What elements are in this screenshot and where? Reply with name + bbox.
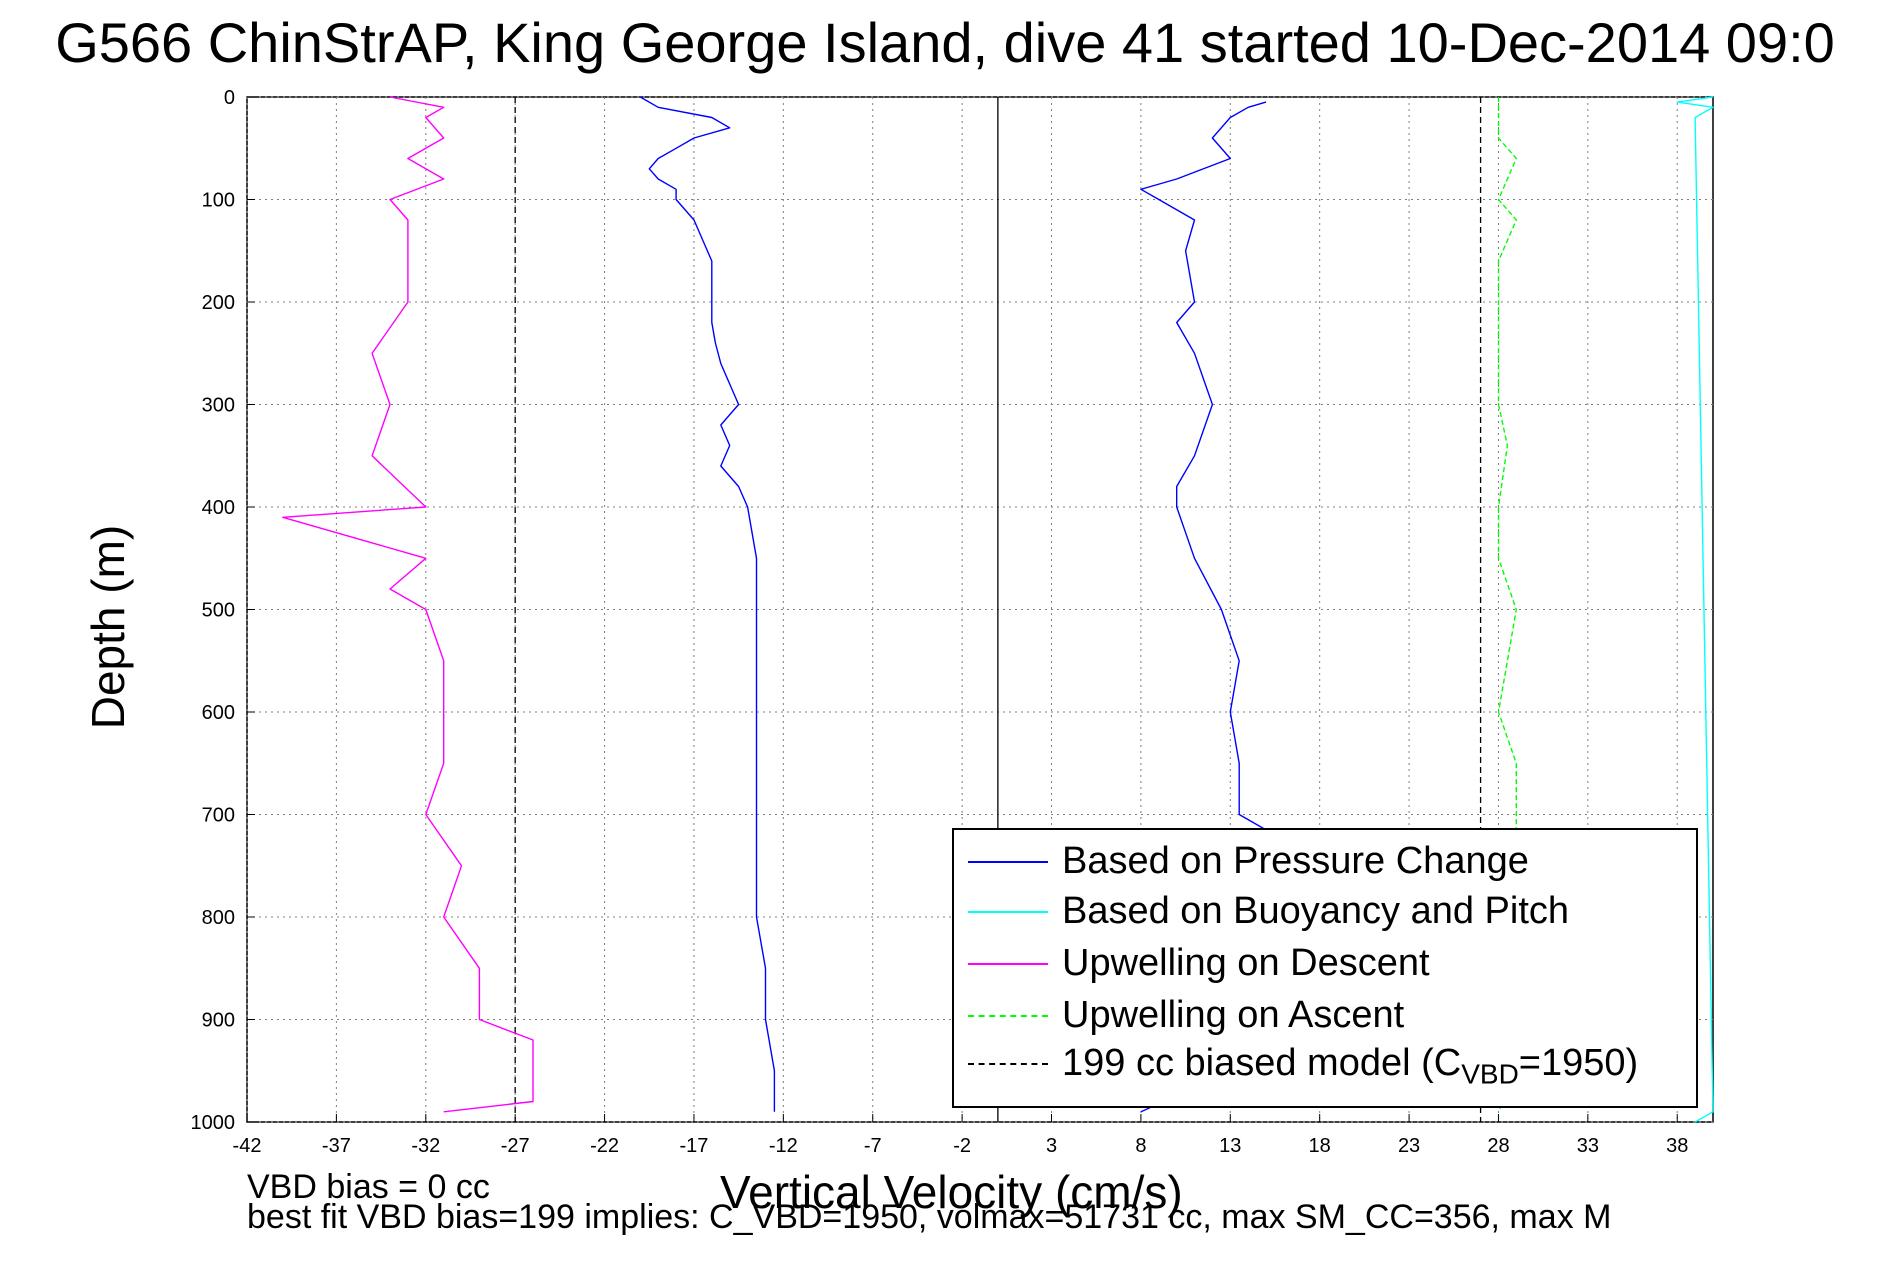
y-tick-label: 500 bbox=[202, 600, 235, 622]
x-tick-label: -17 bbox=[679, 1135, 708, 1157]
y-tick-label: 0 bbox=[224, 87, 235, 109]
x-tick-label: -12 bbox=[769, 1135, 798, 1157]
y-tick-label: 300 bbox=[202, 395, 235, 417]
x-tick-label: -2 bbox=[953, 1135, 971, 1157]
legend-swatch-biased-model bbox=[968, 1063, 1048, 1065]
x-tick-label: -22 bbox=[590, 1135, 619, 1157]
x-tick-label: -27 bbox=[501, 1135, 530, 1157]
legend-item-upwelling-descent: Upwelling on Descent bbox=[954, 940, 1696, 986]
legend-label: Based on Buoyancy and Pitch bbox=[1062, 890, 1570, 932]
x-axis-label: Vertical Velocity (cm/s) bbox=[720, 1166, 1183, 1218]
y-tick-label: 1000 bbox=[191, 1112, 236, 1134]
legend-label: 199 cc biased model (CVBD=1950) bbox=[1062, 1040, 1638, 1098]
y-tick-label: 800 bbox=[202, 907, 235, 929]
y-tick-label: 400 bbox=[202, 497, 235, 519]
legend-label: Based on Pressure Change bbox=[1062, 840, 1529, 882]
legend-item-biased-model: 199 cc biased model (CVBD=1950) bbox=[954, 1040, 1696, 1090]
series-line-3 bbox=[282, 96, 534, 1113]
y-tick-label: 200 bbox=[202, 292, 235, 314]
x-tick-label: 23 bbox=[1398, 1135, 1420, 1157]
series-line-0 bbox=[639, 96, 776, 1112]
series-line-2 bbox=[1676, 96, 1714, 1123]
x-tick-label: 8 bbox=[1135, 1135, 1146, 1157]
y-tick-label: 900 bbox=[202, 1010, 235, 1032]
x-tick-label: 13 bbox=[1219, 1135, 1241, 1157]
axis-ticks: -42 -37 -32 -27 -22 -17 -12 -7 -2 3 8 13 18 23 28 33 380… bbox=[191, 87, 1689, 1157]
y-tick-label: 600 bbox=[202, 702, 235, 724]
x-tick-label: -37 bbox=[322, 1135, 351, 1157]
legend-item-pressure-change: Based on Pressure Change bbox=[954, 838, 1696, 884]
legend: Based on Pressure Change Based on Buoyan… bbox=[952, 828, 1698, 1108]
legend-swatch-buoyancy-pitch bbox=[968, 911, 1048, 913]
best-fit-note: best fit VBD bias=199 implies: C_VBD=195… bbox=[247, 1198, 1612, 1236]
x-tick-label: -7 bbox=[864, 1135, 882, 1157]
vbd-bias-note: VBD bias = 0 cc bbox=[247, 1168, 490, 1206]
y-axis-label: Depth (m) bbox=[82, 524, 134, 730]
legend-label-prefix: 199 cc biased model (C bbox=[1062, 1042, 1462, 1084]
legend-label: Upwelling on Descent bbox=[1062, 942, 1430, 984]
legend-label-subscript: VBD bbox=[1461, 1058, 1519, 1090]
x-tick-label: 38 bbox=[1666, 1135, 1688, 1157]
legend-label: Upwelling on Ascent bbox=[1062, 994, 1405, 1036]
chart-title: G566 ChinStrAP, King George Island, dive… bbox=[55, 11, 1835, 74]
legend-swatch-upwelling-ascent bbox=[968, 1015, 1048, 1017]
x-tick-label: 18 bbox=[1309, 1135, 1331, 1157]
legend-swatch-pressure-change bbox=[968, 861, 1048, 863]
legend-label-suffix: =1950) bbox=[1518, 1042, 1639, 1084]
legend-item-upwelling-ascent: Upwelling on Ascent bbox=[954, 992, 1696, 1038]
y-tick-label: 700 bbox=[202, 805, 235, 827]
x-tick-label: -32 bbox=[411, 1135, 440, 1157]
x-tick-label: 28 bbox=[1487, 1135, 1509, 1157]
y-tick-label: 100 bbox=[202, 190, 235, 212]
legend-swatch-upwelling-descent bbox=[968, 963, 1048, 965]
grid bbox=[246, 96, 1713, 1123]
x-tick-label: 3 bbox=[1046, 1135, 1057, 1157]
x-tick-label: 33 bbox=[1577, 1135, 1599, 1157]
legend-item-buoyancy-pitch: Based on Buoyancy and Pitch bbox=[954, 888, 1696, 934]
x-tick-label: -42 bbox=[233, 1135, 262, 1157]
